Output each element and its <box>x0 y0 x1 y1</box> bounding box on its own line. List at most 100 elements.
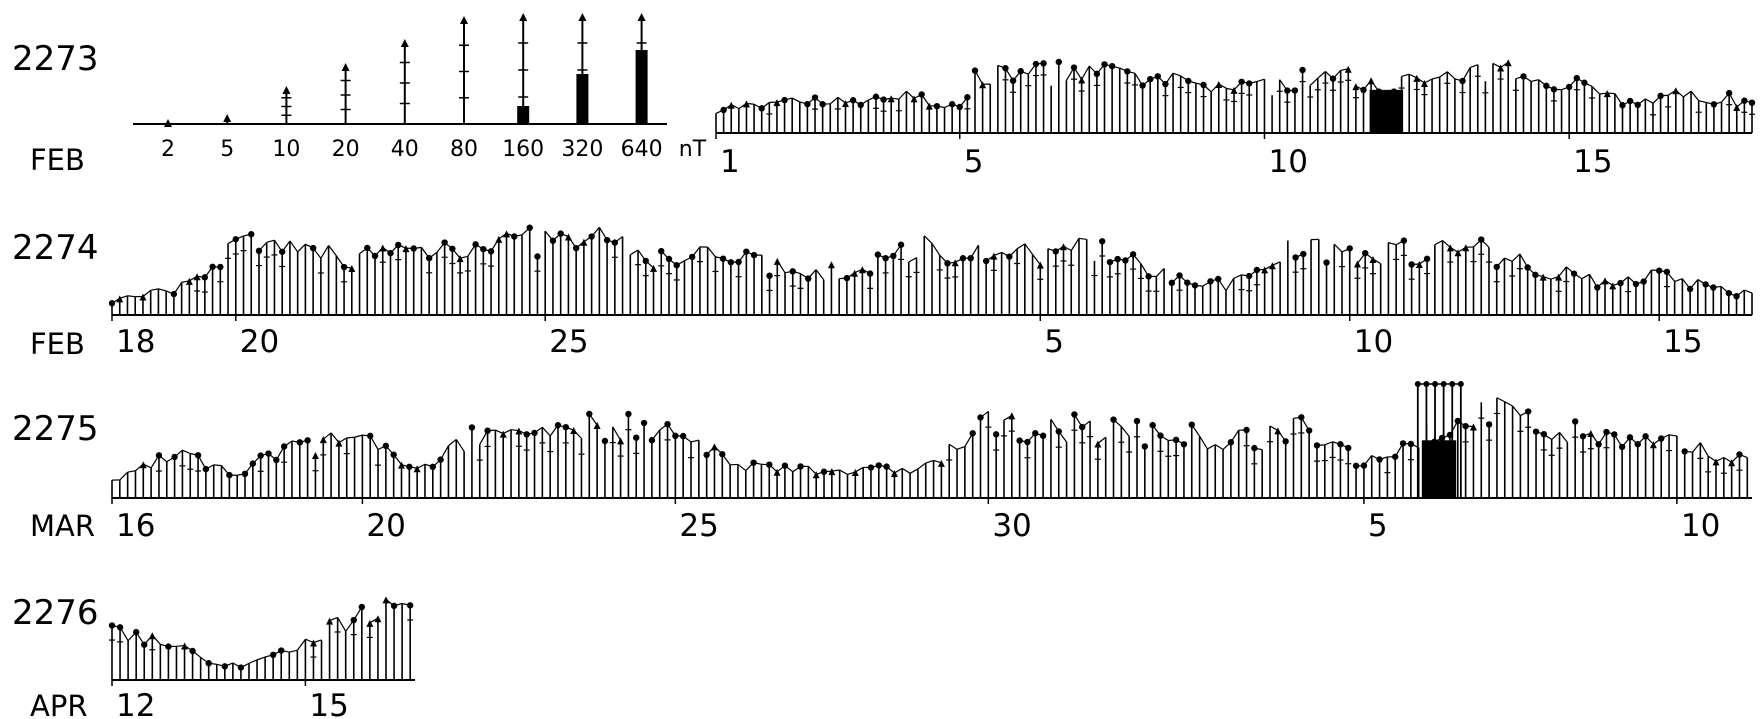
kp-bar-arrow <box>1094 440 1102 448</box>
kp-bar-link <box>860 99 869 106</box>
kp-bar-link <box>451 248 461 259</box>
kp-bar-link <box>119 626 129 641</box>
kp-bar-arrow <box>890 470 898 478</box>
kp-bar-cap <box>1071 411 1078 418</box>
kp-bar-cap <box>1282 438 1289 445</box>
legend-filled-bar <box>635 50 648 124</box>
kp-bar-cap <box>1532 271 1539 279</box>
rotation-label: 2275 <box>12 409 99 449</box>
day-tick-label: 25 <box>549 324 588 360</box>
kp-bar-link <box>224 662 234 667</box>
kp-bar-cap <box>1184 279 1191 286</box>
kp-bar-arrow <box>456 255 464 263</box>
kp-bar-link <box>502 429 512 435</box>
kp-bar-arrow <box>773 99 781 107</box>
kp-bar-link <box>1160 435 1169 442</box>
storm-block <box>1421 440 1457 498</box>
kp-bar-link <box>281 649 290 653</box>
kp-bar-link <box>1269 425 1279 431</box>
kp-bar-link <box>1713 285 1722 289</box>
kp-bar-cap <box>1681 448 1688 455</box>
kp-bar-arrow <box>1008 412 1016 420</box>
kp-bar-link <box>1715 456 1725 462</box>
kp-bar-link <box>645 260 654 269</box>
kp-bar-arrow <box>366 619 374 627</box>
kp-bar-arrow <box>348 265 356 273</box>
kp-bar-link <box>1480 239 1490 248</box>
legend-level-label: 2 <box>161 137 175 162</box>
kp-bar-link <box>807 465 817 475</box>
kp-bar-link <box>1684 450 1693 453</box>
kp-bar-link <box>1081 65 1090 80</box>
kp-bar-link <box>776 260 786 274</box>
kp-bar-link <box>1309 77 1319 86</box>
kp-bar-link <box>1188 80 1197 84</box>
kp-bar-link <box>1637 98 1646 106</box>
kp-bar-cap <box>766 272 773 279</box>
kp-bar-cap <box>1298 414 1305 421</box>
kp-bar-cap <box>468 424 476 431</box>
kp-bar-arrow <box>990 252 998 260</box>
kp-bar-link <box>921 94 930 107</box>
kp-bar-link <box>1675 89 1684 98</box>
kp-bar-link <box>1666 271 1676 282</box>
kp-bar-cap <box>1032 430 1039 437</box>
kp-bar-link <box>346 436 355 439</box>
kp-bar-cap <box>1485 421 1493 428</box>
kp-bar-link <box>1591 85 1601 95</box>
kp-bar-cap <box>395 241 402 249</box>
legend-level-label: 5 <box>220 137 234 162</box>
day-tick-label: 10 <box>1354 324 1393 360</box>
kp-bar-arrow <box>309 639 317 647</box>
kp-bar-link <box>289 240 299 253</box>
day-tick-label: 30 <box>992 508 1031 544</box>
kp-bar-link <box>1058 431 1068 443</box>
kp-bar-link <box>1559 432 1568 443</box>
kp-bar-link <box>1551 431 1560 440</box>
kp-bar-link <box>1496 397 1506 403</box>
kp-bar-link <box>192 650 202 658</box>
kp-bar-link <box>1492 62 1501 68</box>
kp-bar-link <box>1645 98 1654 104</box>
kp-bar-link <box>235 235 244 240</box>
kp-bar-link <box>956 445 966 450</box>
kp-bar-arrow <box>139 293 147 301</box>
kp-bar-link <box>1728 92 1738 108</box>
kp-bar-cap <box>1619 102 1626 109</box>
kp-bar-link <box>266 239 275 243</box>
kp-bar-cap <box>1407 440 1415 448</box>
kp-bar-link <box>1434 240 1443 246</box>
kp-bar-arrow <box>851 468 859 476</box>
kp-bar-link <box>1469 64 1478 69</box>
day-tick-label: 18 <box>116 324 155 360</box>
kp-bar-link <box>1214 444 1224 450</box>
kp-bar-arrow <box>1353 260 1361 268</box>
kp-bar-link <box>1736 289 1745 297</box>
kp-bar-link <box>974 70 984 85</box>
kp-bar-link <box>651 429 661 441</box>
kp-bar-link <box>158 288 167 292</box>
kp-bar-link <box>1078 237 1087 241</box>
kp-bar-cap <box>1400 237 1408 244</box>
legend-stem-cap <box>578 13 587 21</box>
kp-bar-link <box>1504 401 1513 407</box>
kp-bar-cap <box>640 419 648 427</box>
kp-bar-link <box>397 244 407 249</box>
kp-bar-link <box>1081 420 1091 428</box>
kp-bar-arrow <box>1555 273 1563 281</box>
kp-bar-link <box>1660 94 1669 97</box>
legend-filled-bar <box>517 106 530 124</box>
kp-bar-arrow <box>413 465 421 473</box>
kp-bar-arrow <box>1268 262 1276 270</box>
kp-bar-cap <box>1305 427 1313 434</box>
kp-bar-arrow <box>951 259 959 267</box>
legend-stem-cap <box>341 63 350 71</box>
kp-bar-link <box>1032 254 1041 265</box>
kp-bar-cap <box>278 647 285 654</box>
kp-bar-link <box>534 426 543 434</box>
kp-bar-cap <box>625 410 632 418</box>
kp-bar-link <box>413 246 422 250</box>
kp-bar-link <box>1217 278 1227 292</box>
kp-bar-link <box>839 469 848 475</box>
legend-stem-cap <box>637 13 646 21</box>
